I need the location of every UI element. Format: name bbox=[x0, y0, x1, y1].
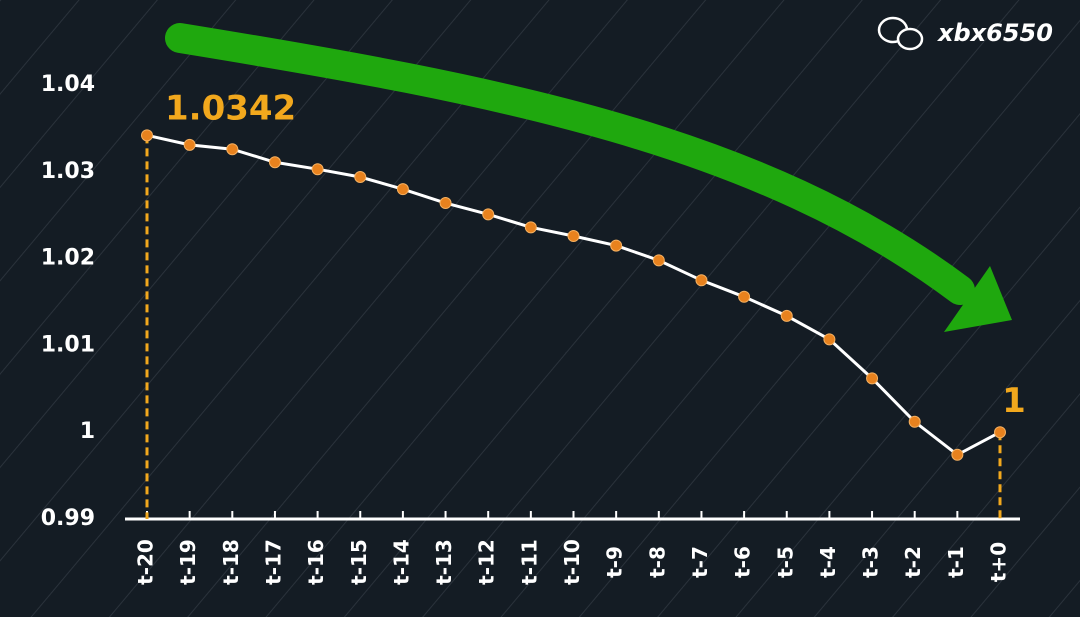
x-tick-label: t-10 bbox=[560, 539, 584, 585]
point bbox=[482, 208, 495, 221]
y-tick-label: 0.99 bbox=[41, 506, 95, 531]
x-tick-label: t-1 bbox=[944, 546, 968, 578]
x-tick-label: t-14 bbox=[389, 539, 413, 585]
y-tick-label: 1 bbox=[80, 419, 95, 444]
point bbox=[610, 239, 623, 252]
x-tick-label: t-19 bbox=[176, 539, 200, 585]
x-tick-label: t-9 bbox=[603, 546, 627, 578]
x-tick-label: t-16 bbox=[304, 539, 328, 585]
x-tick-label: t-6 bbox=[731, 546, 755, 578]
point bbox=[141, 129, 153, 142]
point bbox=[695, 274, 708, 287]
point bbox=[567, 230, 580, 243]
x-tick-label: t-11 bbox=[517, 539, 541, 585]
trend-arrow bbox=[165, 23, 1012, 332]
point bbox=[908, 415, 921, 428]
point bbox=[524, 221, 537, 234]
point bbox=[183, 138, 196, 151]
point bbox=[439, 197, 452, 210]
x-tick-label: t-20 bbox=[134, 539, 158, 585]
point bbox=[823, 333, 836, 346]
data-label: 1 bbox=[1002, 381, 1026, 421]
point bbox=[780, 309, 793, 322]
point bbox=[226, 143, 239, 156]
x-tick-label: t-2 bbox=[901, 546, 925, 578]
point bbox=[311, 163, 324, 176]
point bbox=[951, 448, 964, 461]
point bbox=[354, 171, 367, 184]
point bbox=[396, 183, 409, 196]
x-tick-label: t-12 bbox=[475, 539, 499, 585]
point bbox=[738, 290, 751, 303]
point bbox=[652, 254, 665, 267]
y-tick-label: 1.03 bbox=[41, 159, 95, 184]
x-tick-label: t-8 bbox=[645, 546, 669, 578]
x-tick-label: t-18 bbox=[219, 539, 243, 585]
watermark: xbx6550 bbox=[937, 19, 1053, 47]
x-tick-label: t-17 bbox=[261, 539, 285, 585]
x-tick-label: t-7 bbox=[688, 546, 712, 578]
y-tick-label: 1.01 bbox=[41, 332, 95, 357]
watermark-icon bbox=[877, 16, 924, 51]
x-tick-label: t-5 bbox=[773, 546, 797, 578]
x-tick-label: t-13 bbox=[432, 539, 456, 585]
y-tick-label: 1.02 bbox=[41, 246, 95, 271]
x-tick-label: t+0 bbox=[987, 542, 1011, 582]
point bbox=[994, 426, 1006, 439]
x-tick-label: t-3 bbox=[859, 546, 883, 578]
y-tick-label: 1.04 bbox=[41, 72, 95, 97]
x-tick-label: t-4 bbox=[816, 546, 840, 578]
x-tick-label: t-15 bbox=[347, 539, 371, 585]
point bbox=[268, 156, 281, 169]
data-label: 1.0342 bbox=[165, 88, 296, 128]
point bbox=[866, 372, 879, 385]
